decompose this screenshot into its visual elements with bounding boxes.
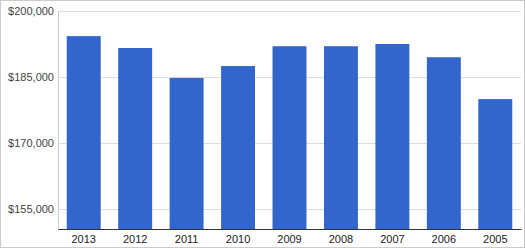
bar [324, 46, 358, 229]
x-tick: 2013 [71, 229, 95, 245]
y-tick-label: $185,000 [8, 71, 54, 83]
x-tick: 2012 [123, 229, 147, 245]
x-tick-label: 2010 [226, 233, 250, 245]
y-tick: $185,000 [8, 71, 58, 83]
y-axis-line [58, 12, 59, 230]
x-tick-label: 2008 [329, 233, 353, 245]
x-tick: 2010 [226, 229, 250, 245]
y-tick: $170,000 [8, 137, 58, 149]
x-tick: 2005 [483, 229, 507, 245]
x-tick: 2007 [380, 229, 404, 245]
y-tick-label: $170,000 [8, 137, 54, 149]
bar [478, 99, 512, 229]
x-tick-label: 2005 [483, 233, 507, 245]
x-tick-label: 2013 [71, 233, 95, 245]
x-tick-label: 2007 [380, 233, 404, 245]
bar [221, 66, 255, 229]
bar [427, 57, 461, 229]
chart: $155,000 $170,000 $185,000 $200,000 2013 2012… [0, 0, 525, 248]
y-tick: $155,000 [8, 203, 58, 215]
bar [273, 46, 307, 229]
x-tick-label: 2012 [123, 233, 147, 245]
y-tick: $200,000 [8, 5, 58, 17]
x-tick: 2006 [432, 229, 456, 245]
x-tick: 2008 [329, 229, 353, 245]
y-tick-label: $200,000 [8, 5, 54, 17]
bars [67, 36, 513, 229]
bar [118, 48, 152, 229]
y-axis: $155,000 $170,000 $185,000 $200,000 [8, 5, 58, 229]
x-tick-label: 2006 [432, 233, 456, 245]
x-tick: 2009 [277, 229, 301, 245]
x-tick-label: 2009 [277, 233, 301, 245]
bar [170, 78, 204, 229]
x-tick: 2011 [175, 229, 199, 245]
grid-line [58, 11, 521, 12]
x-tick-label: 2011 [175, 233, 199, 245]
plot: $155,000 $170,000 $185,000 $200,000 2013 2012… [8, 5, 521, 245]
x-axis: 2013 2012 2011 2010 2009 2008 2007 2006 2005 [59, 229, 522, 245]
frame [1, 1, 525, 248]
bar [67, 36, 101, 229]
y-tick-label: $155,000 [8, 203, 54, 215]
x-axis-line [59, 229, 522, 230]
bar [375, 44, 409, 229]
